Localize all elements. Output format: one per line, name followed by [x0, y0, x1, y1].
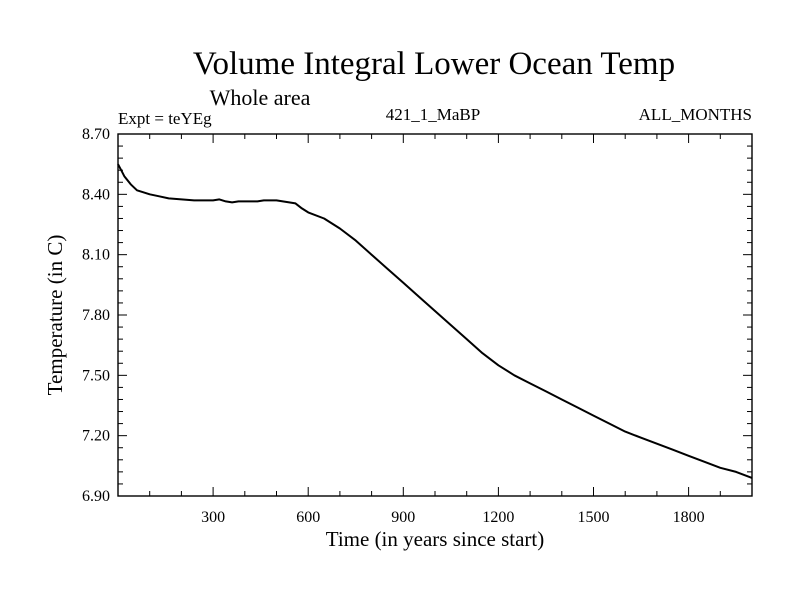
header-run-label: 421_1_MaBP — [386, 105, 480, 124]
header-expt-label: Expt = teYEg — [118, 109, 212, 128]
y-tick-label: 8.10 — [82, 247, 110, 264]
x-tick-label: 300 — [201, 509, 225, 526]
x-tick-label: 1500 — [578, 509, 610, 526]
x-axis-ticks: 300 600 900 1200 1500 1800 — [149, 134, 721, 526]
y-tick-label: 8.40 — [82, 186, 110, 203]
series-line — [117, 163, 753, 479]
x-tick-label: 900 — [391, 509, 415, 526]
x-tick-label: 1800 — [673, 509, 705, 526]
y-axis-label: Temperature (in C) — [43, 235, 67, 396]
x-axis-label: Time (in years since start) — [326, 527, 545, 551]
y-tick-label: 6.90 — [82, 488, 110, 505]
chart-subtitle: Whole area — [210, 85, 311, 110]
y-tick-label: 8.70 — [82, 126, 110, 143]
chart-title: Volume Integral Lower Ocean Temp — [193, 46, 675, 82]
y-axis-ticks: 6.90 7.20 7.50 7.80 8.10 8.40 8.70 — [82, 126, 752, 505]
y-tick-label: 7.80 — [82, 307, 110, 324]
plot-frame — [117, 133, 753, 497]
x-tick-label: 1200 — [482, 509, 514, 526]
header-months-label: ALL_MONTHS — [639, 105, 752, 124]
x-tick-label: 600 — [296, 509, 320, 526]
y-tick-label: 7.50 — [82, 367, 110, 384]
y-tick-label: 7.20 — [82, 428, 110, 445]
